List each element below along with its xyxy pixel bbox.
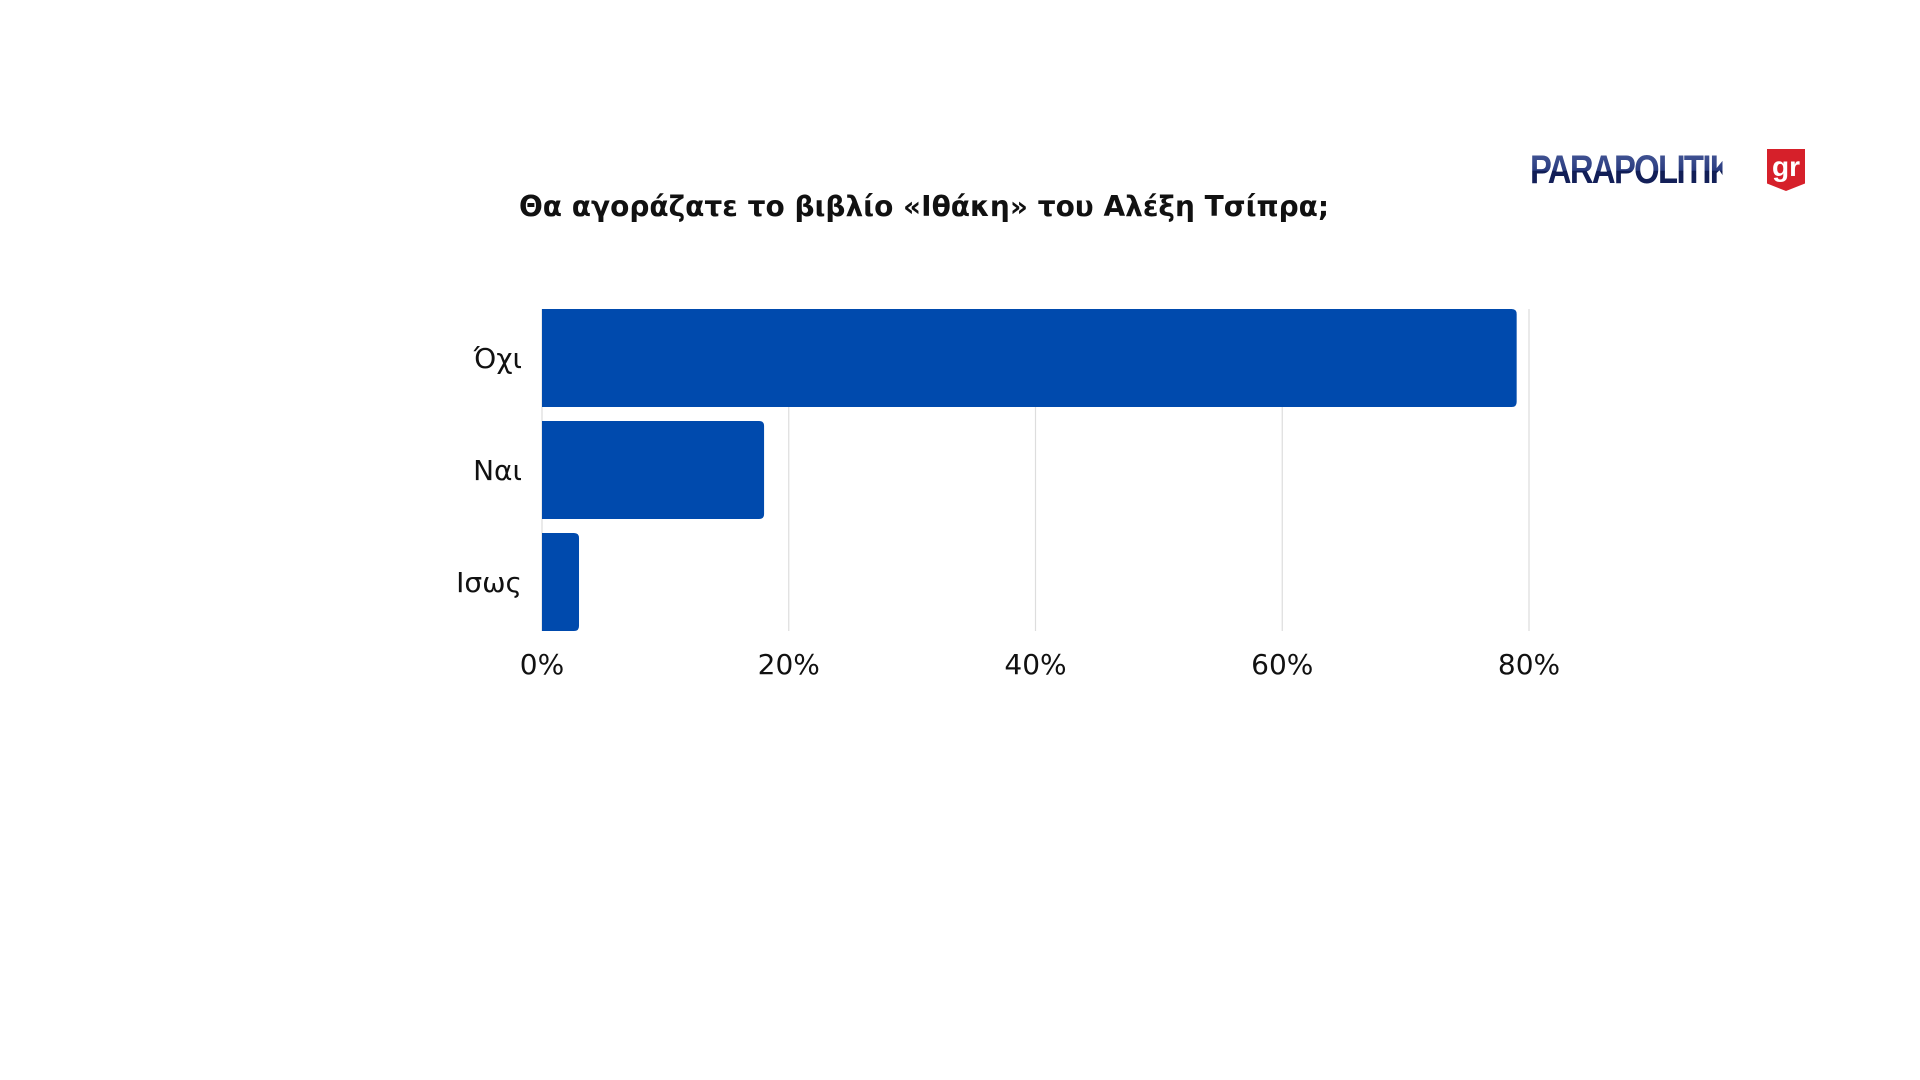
x-tick-label: 0% (520, 648, 564, 681)
chart-title: Θα αγοράζατε το βιβλίο «Ιθάκη» του Αλέξη… (519, 190, 1330, 223)
y-category-label: Όχι (473, 342, 522, 375)
x-tick-label: 40% (1004, 648, 1066, 681)
x-tick-label: 60% (1251, 648, 1313, 681)
x-tick-label: 20% (758, 648, 820, 681)
y-category-label: Ισως (456, 566, 522, 599)
bar (542, 421, 765, 519)
x-tick-label: 80% (1498, 648, 1560, 681)
bar (542, 533, 580, 631)
bar (542, 309, 1517, 407)
logo-gr-badge: gr (1767, 149, 1805, 191)
logo-wordmark: PARAPOLITIKA (1530, 147, 1756, 192)
parapolitika-logo: PARAPOLITIKA gr (1530, 146, 1805, 194)
y-category-label: Ναι (473, 454, 522, 487)
